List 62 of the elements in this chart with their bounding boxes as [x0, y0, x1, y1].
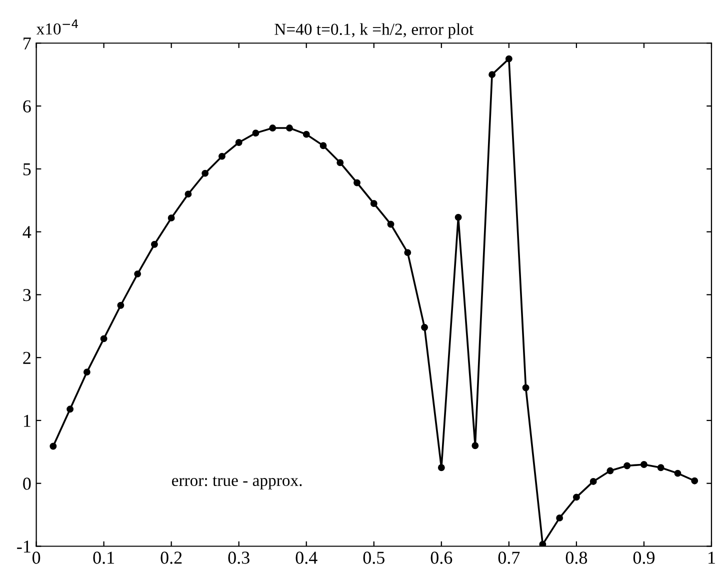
point [539, 540, 546, 546]
point [624, 462, 631, 470]
point [134, 270, 142, 278]
point [252, 130, 260, 137]
point [354, 179, 360, 186]
point [572, 494, 580, 501]
y-tick-label: 0 [23, 478, 31, 490]
x-tick-label: 0.9 [633, 552, 655, 564]
point [302, 130, 310, 138]
x-tick-label: 0.3 [228, 552, 250, 564]
point [505, 55, 512, 62]
x-tick-label: 0.5 [363, 552, 384, 564]
point [657, 464, 664, 472]
y-tick-label: 5 [23, 163, 31, 176]
point [286, 124, 293, 132]
y-tick-label: 6 [23, 100, 31, 112]
point [370, 200, 378, 207]
y-tick-label: 2 [23, 352, 30, 364]
y-tick-label: 3 [23, 288, 31, 302]
point [235, 139, 242, 146]
point [522, 384, 530, 392]
point [488, 71, 496, 78]
x-tick-label: 0.8 [566, 552, 588, 564]
point [404, 249, 412, 256]
point [472, 442, 479, 450]
point [674, 470, 682, 477]
point [640, 461, 648, 468]
y-tick-label: -1 [17, 540, 30, 553]
point [320, 142, 327, 150]
point [606, 467, 614, 474]
point [387, 220, 394, 228]
x-tick-label: 1 [708, 552, 715, 564]
y-axis-title: x10$^{−4}$ [36, 20, 78, 35]
point [168, 214, 175, 222]
point [150, 240, 158, 248]
x-tick-label: 0.2 [160, 552, 182, 564]
point [421, 324, 428, 331]
point [454, 214, 462, 221]
point [336, 159, 344, 166]
point [50, 442, 57, 450]
annotation: error: true - approx. [172, 476, 302, 490]
point [184, 190, 192, 198]
y-tick-label: 1 [24, 414, 30, 427]
point [556, 514, 564, 522]
y-tick-label: 7 [24, 38, 31, 50]
chart-title: N=40 t=0.1, k =h/2, error plot [274, 23, 474, 38]
point [590, 478, 597, 485]
y-tick-label: 4 [22, 226, 32, 238]
x-tick-label: 0.7 [498, 552, 520, 564]
point [66, 406, 74, 413]
x-tick-label: 0.4 [296, 552, 318, 564]
x-tick-label: 0 [32, 552, 40, 564]
point [269, 124, 276, 132]
point [438, 464, 445, 472]
point [691, 477, 698, 484]
point [117, 302, 124, 309]
point [83, 368, 90, 376]
point [218, 152, 226, 160]
point [202, 170, 209, 177]
point [100, 335, 108, 342]
x-tick-label: 0.1 [93, 552, 114, 564]
x-tick-label: 0.6 [430, 552, 452, 564]
